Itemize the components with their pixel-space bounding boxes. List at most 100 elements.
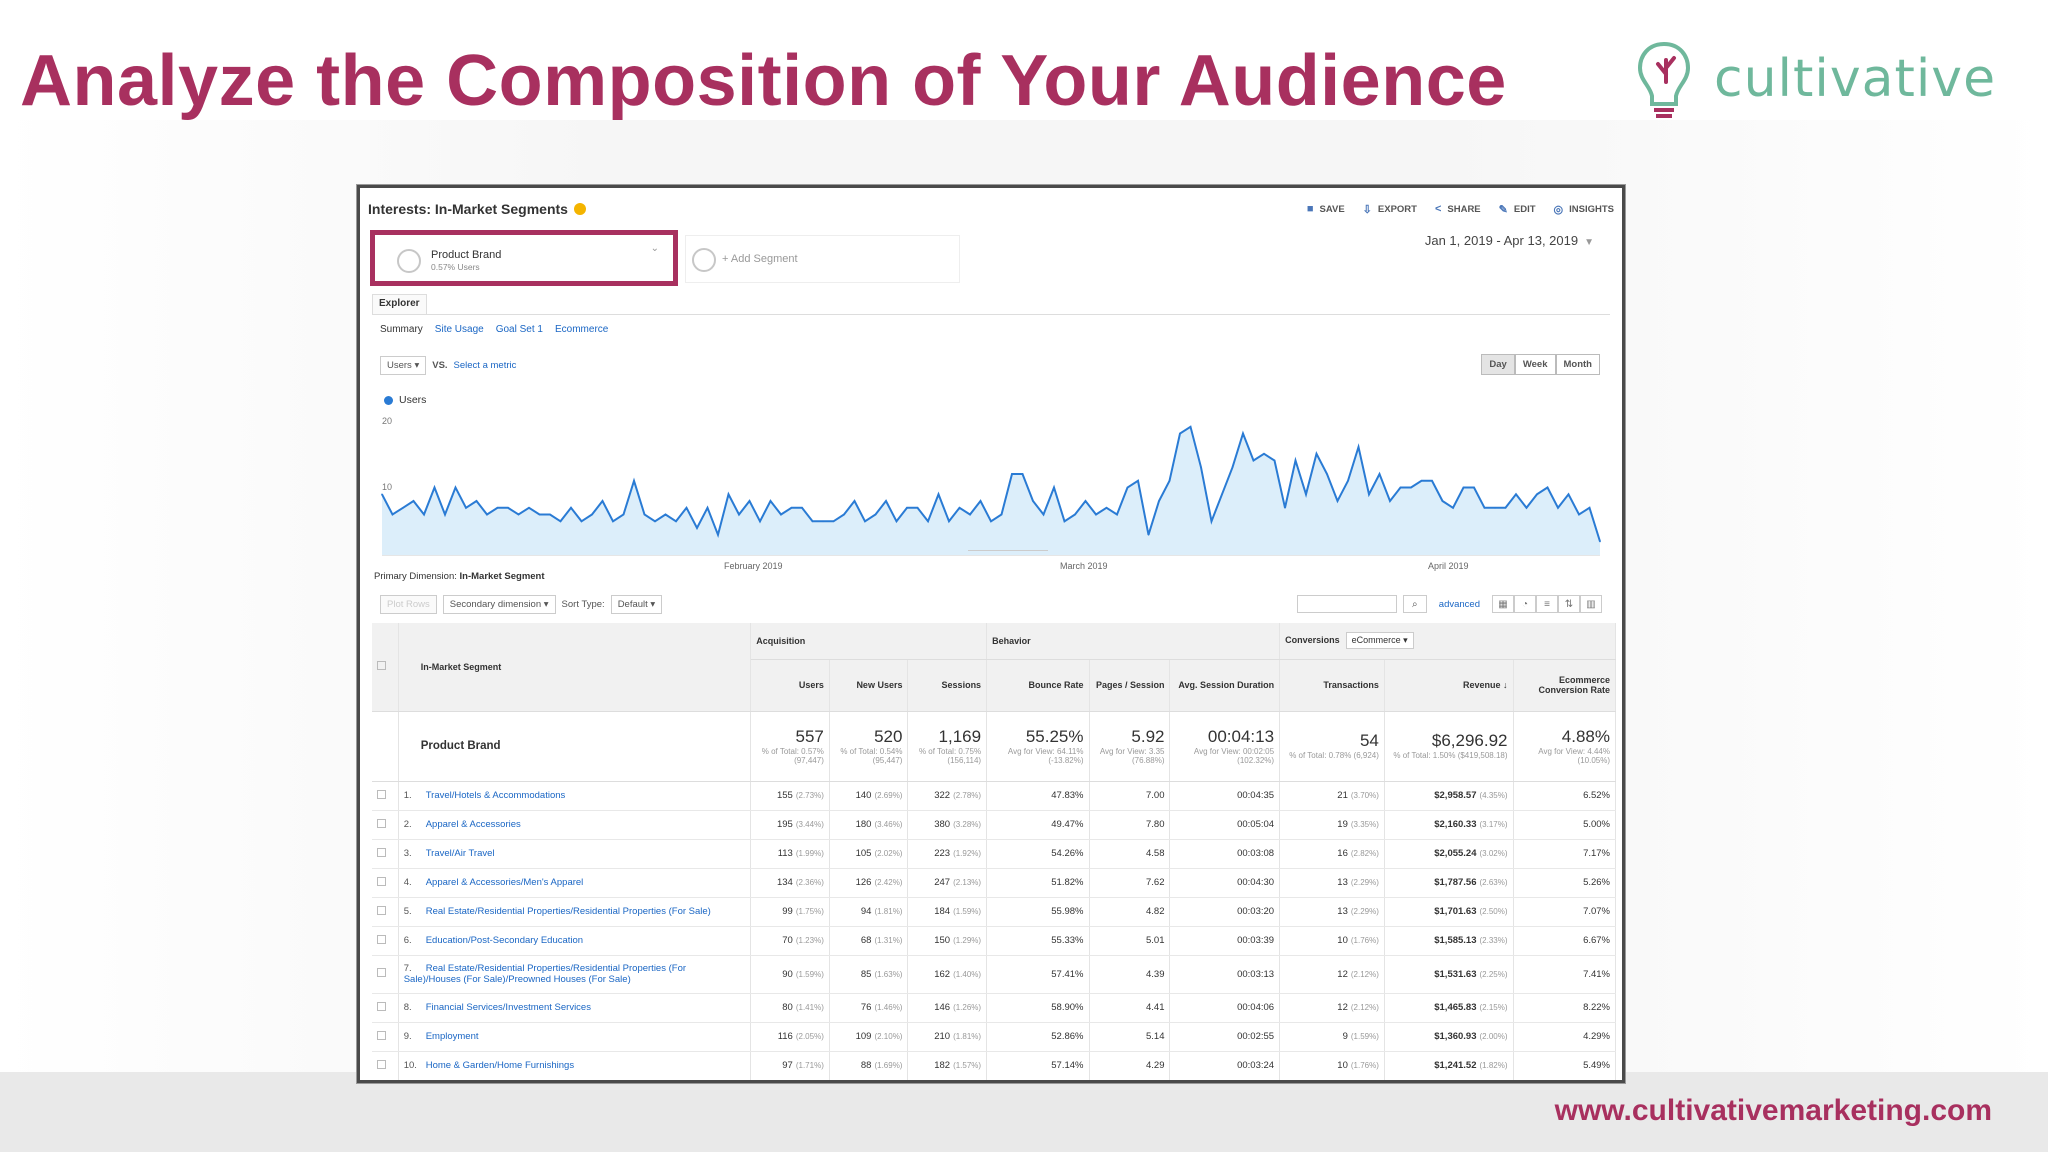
total-sub: Avg for View: 64.11% (-13.82%)	[1007, 746, 1084, 765]
row-checkbox-cell[interactable]	[372, 839, 399, 869]
row-checkbox-cell[interactable]	[372, 868, 399, 898]
add-segment-button[interactable]: + Add Segment	[685, 235, 960, 283]
row-checkbox-cell[interactable]	[372, 993, 399, 1023]
segment-link[interactable]: Apparel & Accessories/Men's Apparel	[425, 877, 584, 888]
users-data-point	[916, 507, 919, 509]
conversions-select[interactable]: eCommerce ▾	[1345, 632, 1414, 650]
bounce-rate-value: 55.33%	[1051, 935, 1084, 946]
tab-explorer[interactable]: Explorer	[372, 294, 427, 314]
search-icon[interactable]: ⌕	[1402, 595, 1427, 613]
row-checkbox-cell[interactable]	[372, 810, 399, 840]
table-search-input[interactable]	[1296, 595, 1397, 613]
conversion-rate-cell: 7.41%	[1513, 955, 1617, 994]
subtab-site-usage[interactable]: Site Usage	[434, 324, 484, 335]
subtab-ecommerce[interactable]: Ecommerce	[554, 324, 609, 335]
row-checkbox[interactable]	[377, 1059, 386, 1069]
row-checkbox[interactable]	[377, 818, 386, 828]
avg-duration-cell: 00:02:55	[1169, 1022, 1281, 1052]
metric-select[interactable]: Users ▾	[380, 356, 427, 375]
sort-type-select[interactable]: Default ▾	[610, 594, 663, 614]
row-checkbox[interactable]	[377, 876, 386, 886]
row-checkbox[interactable]	[377, 968, 386, 977]
advanced-filter-link[interactable]: advanced	[1438, 598, 1480, 610]
select-metric-link[interactable]: Select a metric	[453, 360, 517, 371]
col-ecommerce-conversion-rate[interactable]: Ecommerce Conversion Rate	[1513, 659, 1617, 712]
plot-rows-button[interactable]: Plot Rows	[380, 594, 437, 614]
edit-button[interactable]: ✎ EDIT	[1499, 203, 1536, 216]
segment-link[interactable]: Home & Garden/Home Furnishings	[425, 1060, 575, 1071]
row-checkbox[interactable]	[377, 789, 386, 799]
row-checkbox-cell[interactable]	[372, 1051, 399, 1080]
footer-url[interactable]: www.cultivativemarketing.com	[1554, 1094, 1992, 1127]
chevron-down-icon[interactable]: ⌄	[650, 243, 659, 254]
primary-dimension-value[interactable]: In-Market Segment	[459, 571, 545, 582]
comparison-view-icon[interactable]: ⇅	[1558, 595, 1580, 613]
performance-view-icon[interactable]: ≡	[1536, 595, 1558, 613]
chart-resize-handle[interactable]	[968, 550, 1048, 558]
col-transactions[interactable]: Transactions	[1279, 659, 1385, 712]
users-pct: (1.99%)	[795, 849, 824, 858]
row-checkbox-cell[interactable]	[372, 1022, 399, 1052]
segment-link[interactable]: Apparel & Accessories	[425, 819, 521, 830]
pivot-view-icon[interactable]: ▥	[1580, 595, 1602, 613]
users-value: 116	[777, 1031, 793, 1042]
data-view-icon[interactable]: ▦	[1492, 595, 1514, 613]
segment-link[interactable]: Financial Services/Investment Services	[425, 1002, 591, 1013]
col-new-users[interactable]: New Users	[829, 659, 909, 712]
sessions-pct: (1.40%)	[953, 969, 982, 979]
transactions-value: 19	[1337, 819, 1348, 830]
row-checkbox[interactable]	[377, 934, 386, 944]
select-all-checkbox[interactable]	[377, 661, 386, 671]
users-data-point	[1221, 493, 1223, 496]
row-checkbox-cell[interactable]	[372, 955, 399, 994]
row-checkbox[interactable]	[377, 905, 386, 915]
avg-duration-value: 00:03:13	[1237, 968, 1275, 980]
row-checkbox-cell[interactable]	[372, 781, 399, 811]
segment-link[interactable]: Employment	[425, 1031, 479, 1042]
col-dimension[interactable]: In-Market Segment	[398, 623, 752, 712]
col-avg-session-duration[interactable]: Avg. Session Duration	[1169, 659, 1281, 712]
subtab-goal-set-1[interactable]: Goal Set 1	[495, 324, 543, 335]
segment-link[interactable]: Travel/Hotels & Accommodations	[425, 790, 566, 801]
row-checkbox[interactable]	[377, 847, 386, 857]
row-checkbox[interactable]	[377, 1030, 386, 1040]
users-area-chart[interactable]: 20 10	[372, 410, 1612, 560]
users-data-point	[853, 500, 856, 502]
export-button[interactable]: ⇩ EXPORT	[1363, 203, 1417, 216]
subtab-summary[interactable]: Summary	[380, 324, 423, 335]
segment-selector-product-brand[interactable]: Product Brand 0.57% Users ⌄	[370, 230, 678, 286]
secondary-dimension-select[interactable]: Secondary dimension ▾	[442, 594, 556, 614]
period-week-button[interactable]: Week	[1514, 354, 1556, 375]
users-data-point	[601, 500, 604, 502]
metric-selector-row: Users ▾ VS. Select a metric	[380, 356, 516, 375]
save-button[interactable]: ■ SAVE	[1307, 203, 1345, 215]
col-users[interactable]: Users	[750, 659, 830, 712]
segment-link[interactable]: Travel/Air Travel	[425, 848, 495, 859]
col-revenue[interactable]: Revenue ↓	[1384, 659, 1514, 712]
conversion-rate-value: 6.52%	[1583, 790, 1610, 801]
segment-cell: 8. Financial Services/Investment Services	[398, 993, 752, 1023]
new-users-value: 94	[860, 906, 872, 917]
col-sessions[interactable]: Sessions	[907, 659, 988, 712]
col-bounce-rate[interactable]: Bounce Rate	[986, 659, 1090, 712]
select-all-cell[interactable]	[372, 623, 399, 712]
period-month-button[interactable]: Month	[1555, 354, 1600, 375]
insights-button[interactable]: ◎ INSIGHTS	[1554, 203, 1614, 216]
row-checkbox-cell[interactable]	[372, 926, 399, 956]
row-checkbox[interactable]	[377, 1001, 386, 1011]
transactions-cell: 10 (1.76%)	[1279, 1051, 1385, 1080]
total-value: 520	[874, 726, 903, 746]
period-day-button[interactable]: Day	[1481, 354, 1515, 375]
col-pages-session[interactable]: Pages / Session	[1089, 659, 1171, 712]
transactions-pct: (2.12%)	[1350, 969, 1379, 979]
table-row: 3. Travel/Air Travel 113 (1.99%) 105 (2.02%) 2…	[372, 839, 1617, 869]
row-checkbox-cell[interactable]	[372, 897, 399, 927]
bounce-rate-cell: 58.90%	[986, 993, 1090, 1023]
share-button[interactable]: < SHARE	[1435, 203, 1481, 215]
segment-link[interactable]: Education/Post-Secondary Education	[425, 935, 584, 946]
pie-view-icon[interactable]: ◔	[1514, 595, 1536, 613]
segment-link[interactable]: Real Estate/Residential Properties/Resid…	[403, 963, 687, 985]
segment-link[interactable]: Real Estate/Residential Properties/Resid…	[425, 906, 711, 917]
date-range-picker[interactable]: Jan 1, 2019 - Apr 13, 2019 ▼	[1425, 233, 1594, 248]
transactions-pct: (2.12%)	[1350, 1003, 1379, 1012]
